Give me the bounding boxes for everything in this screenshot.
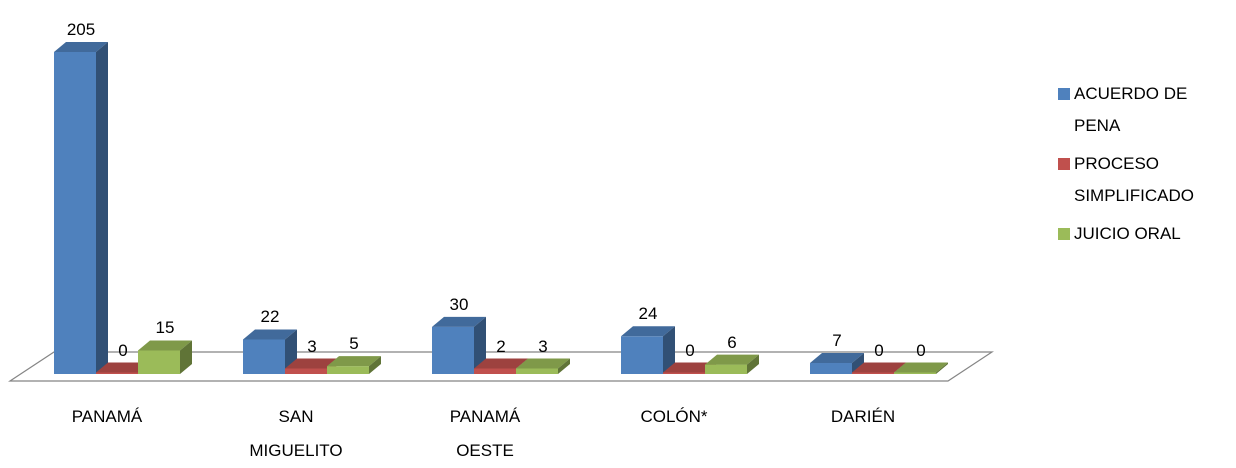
legend-label: PROCESO SIMPLIFICADO: [1074, 154, 1194, 205]
legend-label: ACUERDO DE PENA: [1074, 84, 1187, 135]
bar-panama-acuerdo-de-pena: [54, 42, 108, 374]
bar-colon-acuerdo-de-pena: [621, 326, 675, 374]
data-label-colon-proceso-simplificado: 0: [670, 341, 710, 361]
data-label-colon-acuerdo-de-pena: 24: [628, 304, 668, 324]
data-label-darien-juicio-oral: 0: [901, 341, 941, 361]
data-label-panama-oeste-proceso-simplificado: 2: [481, 337, 521, 357]
chart-plot: [0, 0, 1236, 458]
chart-legend: ACUERDO DE PENA PROCESO SIMPLIFICADO JUICIO …: [1058, 78, 1236, 256]
legend-swatch: [1058, 158, 1070, 170]
legend-item-juicio-oral: JUICIO ORAL: [1058, 218, 1236, 250]
data-label-san-miguelito-juicio-oral: 5: [334, 334, 374, 354]
data-label-darien-acuerdo-de-pena: 7: [817, 331, 857, 351]
data-label-panama-acuerdo-de-pena: 205: [61, 20, 101, 40]
bar-panama-juicio-oral: [138, 340, 192, 374]
category-label-colon: COLÓN*: [599, 400, 749, 434]
legend-swatch: [1058, 228, 1070, 240]
category-label-panama: PANAMÁ: [32, 400, 182, 434]
data-label-panama-juicio-oral: 15: [145, 318, 185, 338]
data-label-panama-oeste-acuerdo-de-pena: 30: [439, 295, 479, 315]
data-label-panama-oeste-juicio-oral: 3: [523, 337, 563, 357]
data-label-san-miguelito-acuerdo-de-pena: 22: [250, 307, 290, 327]
data-label-panama-proceso-simplificado: 0: [103, 341, 143, 361]
legend-swatch: [1058, 88, 1070, 100]
data-label-darien-proceso-simplificado: 0: [859, 341, 899, 361]
data-label-san-miguelito-proceso-simplificado: 3: [292, 337, 332, 357]
category-label-darien: DARIÉN: [788, 400, 938, 434]
legend-label: JUICIO ORAL: [1074, 224, 1181, 243]
data-label-colon-juicio-oral: 6: [712, 333, 752, 353]
legend-item-proceso-simplificado: PROCESO SIMPLIFICADO: [1058, 148, 1236, 212]
legend-item-acuerdo-de-pena: ACUERDO DE PENA: [1058, 78, 1236, 142]
